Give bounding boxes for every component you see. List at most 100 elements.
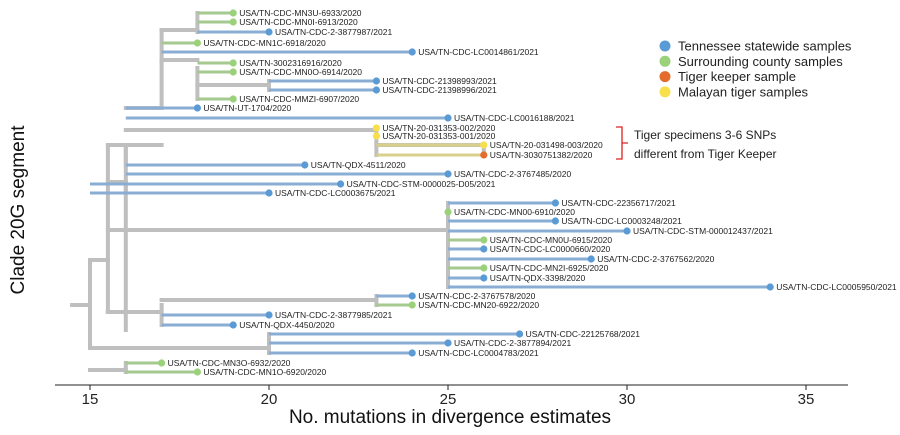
tip-label: USA/TN-CDC-STM-0000025-D05/2021 (347, 179, 496, 189)
tip-marker (265, 189, 273, 197)
tip-label: USA/TN-CDC-LC0014861/2021 (418, 47, 539, 57)
tip-marker (516, 330, 524, 338)
tip-label: USA/TN-CDC-MN20-6922/2020 (418, 300, 539, 310)
tip-marker (372, 124, 380, 132)
annotation-line-2: different from Tiger Keeper (634, 147, 777, 161)
tip-label: USA/TN-CDC-MN1O-6920/2020 (203, 367, 326, 377)
tip-marker (229, 321, 237, 329)
tip-marker (193, 104, 201, 112)
tip-marker (408, 48, 416, 56)
tip-label: USA/TN-CDC-MN0I-6913/2020 (239, 17, 358, 27)
tip-label: USA/TN-CDC-21398993/2021 (382, 76, 497, 86)
tip-label: USA/TN-CDC-2-3877987/2021 (275, 27, 392, 37)
tip-label: USA/TN-CDC-2-3877985/2021 (275, 310, 392, 320)
tip-label: USA/TN-QDX-4450/2020 (239, 320, 335, 330)
tip-marker (301, 161, 309, 169)
x-tick-label: 20 (261, 391, 278, 408)
tip-marker (158, 359, 166, 367)
tip-label: USA/TN-CDC-STM-000012437/2021 (633, 226, 773, 236)
tip-label: USA/TN-CDC-22125768/2021 (526, 329, 641, 339)
annotation-bracket (616, 126, 628, 160)
tip-label: USA/TN-CDC-MN3O-6932/2020 (168, 358, 291, 368)
tip-marker (229, 95, 237, 103)
legend-swatch (659, 86, 671, 98)
tip-label: USA/TN-UT-1704/2020 (203, 103, 291, 113)
x-axis-ticks: 15 20 25 30 35 (82, 385, 815, 408)
tip-marker (480, 236, 488, 244)
tip-marker (265, 311, 273, 319)
legend-swatch (659, 55, 671, 67)
tip-label: USA/TN-CDC-LC0005950/2021 (776, 282, 897, 292)
x-axis: 15 20 25 30 35 No. mutations in divergence e… (55, 384, 848, 428)
x-tick-label: 15 (82, 391, 99, 408)
x-tick-label: 35 (798, 391, 815, 408)
annotation: Tiger specimens 3-6 SNPs different from … (616, 126, 777, 161)
legend-entry-label: Surrounding county samples (678, 54, 843, 69)
tip-label: USA/TN-CDC-MN2I-6925/2020 (490, 263, 609, 273)
tip-label: USA/TN-CDC-LC0004783/2021 (418, 348, 539, 358)
tip-label: USA/TN-CDC-LC0003248/2021 (561, 216, 682, 226)
tip-label: USA/TN-3002316916/2020 (239, 58, 342, 68)
tip-marker (337, 180, 345, 188)
tip-label: USA/TN-20-031353-002/2020 (382, 123, 495, 133)
tree-tip-branches (90, 11, 771, 374)
tip-marker (444, 208, 452, 216)
tip-marker (408, 292, 416, 300)
tip-label: USA/TN-CDC-MN3U-6933/2020 (239, 8, 362, 18)
tip-marker (551, 199, 560, 207)
tip-marker (444, 170, 452, 178)
tip-marker (193, 39, 201, 47)
tip-marker (229, 9, 237, 17)
tip-marker (229, 68, 237, 76)
legend-entry-label: Malayan tiger samples (678, 84, 809, 99)
tip-marker (480, 264, 488, 272)
tip-marker (229, 59, 237, 67)
legend-entry-label: Tennessee statewide samples (678, 39, 852, 54)
tip-label: USA/TN-CDC-2-3877894/2021 (454, 338, 571, 348)
tip-label: USA/TN-CDC-LC0016188/2021 (454, 113, 575, 123)
legend-swatch (659, 71, 671, 83)
tip-label: USA/TN-CDC-2-3767562/2020 (597, 254, 714, 264)
tip-label: USA/TN-CDC-LC0000660/2020 (490, 244, 611, 254)
tip-label: USA/TN-CDC-2-3767485/2020 (454, 169, 571, 179)
tree-tip-labels: USA/TN-CDC-MN3U-6933/2020USA/TN-CDC-MN0I… (168, 8, 897, 377)
legend-entry-label: Tiger keeper sample (678, 69, 796, 84)
legend-swatch (659, 40, 671, 52)
tip-label: USA/TN-QDX-4511/2020 (311, 160, 406, 170)
tip-label: USA/TN-QDX-3398/2020 (490, 273, 586, 283)
tip-marker (444, 339, 452, 347)
tip-marker (587, 255, 595, 263)
tip-label: USA/TN-CDC-2-3767578/2020 (418, 291, 535, 301)
tip-marker (408, 301, 416, 309)
annotation-line-1: Tiger specimens 3-6 SNPs (634, 128, 776, 142)
tip-label: USA/TN-CDC-MN0O-6914/2020 (239, 67, 362, 77)
tip-marker (551, 217, 560, 225)
tip-marker (372, 77, 380, 85)
tip-label: USA/TN-CDC-MN1C-6918/2020 (203, 38, 326, 48)
tip-label: USA/TN-CDC-MMZI-6907/2020 (239, 94, 359, 104)
tip-marker (229, 18, 237, 26)
y-axis-title: Clade 20G segment (8, 125, 29, 295)
x-tick-label: 25 (440, 391, 457, 408)
x-axis-title: No. mutations in divergence estimates (289, 407, 611, 428)
tip-label: USA/TN-20-031498-003/2020 (490, 140, 603, 150)
tip-marker (444, 114, 452, 122)
tip-label: USA/TN-CDC-MN00-6910/2020 (454, 207, 575, 217)
tree-tip-markers (158, 9, 774, 376)
tip-marker (193, 368, 201, 376)
tip-label: USA/TN-CDC-21398996/2021 (382, 85, 497, 95)
tip-marker (480, 151, 488, 159)
tip-marker (480, 245, 488, 253)
x-tick-label: 30 (619, 391, 636, 408)
tip-label: USA/TN-CDC-22356717/2021 (561, 198, 676, 208)
tip-marker (766, 283, 774, 291)
tip-marker (372, 86, 380, 94)
tip-marker (480, 141, 488, 149)
tip-marker (265, 28, 273, 36)
tip-label: USA/TN-CDC-MN0U-6915/2020 (490, 235, 613, 245)
tip-marker (480, 274, 488, 282)
tip-marker (372, 132, 380, 140)
tip-marker (408, 349, 416, 357)
